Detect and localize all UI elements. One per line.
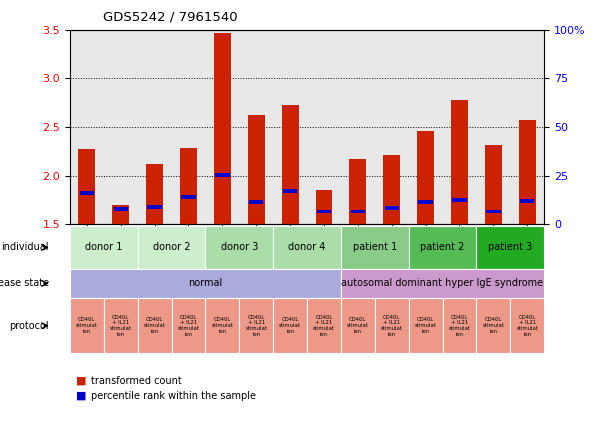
Text: CD40L
+ IL21
stimulat
ion: CD40L + IL21 stimulat ion — [381, 315, 402, 337]
Bar — [214, 33, 231, 224]
Bar — [417, 131, 434, 224]
Text: ■: ■ — [76, 390, 86, 401]
Text: percentile rank within the sample: percentile rank within the sample — [91, 390, 256, 401]
Bar — [180, 148, 197, 224]
Bar — [350, 159, 366, 224]
Bar — [112, 205, 129, 224]
Text: CD40L
stimulat
ion: CD40L stimulat ion — [76, 317, 98, 334]
Bar — [114, 207, 128, 211]
Bar — [215, 173, 230, 176]
Text: CD40L
+ IL21
stimulat
ion: CD40L + IL21 stimulat ion — [110, 315, 132, 337]
Text: transformed count: transformed count — [91, 376, 182, 386]
Text: patient 2: patient 2 — [420, 242, 465, 253]
Bar — [519, 120, 536, 224]
Bar — [283, 189, 297, 193]
Bar — [317, 210, 331, 214]
Bar — [520, 199, 534, 203]
Text: patient 3: patient 3 — [488, 242, 533, 253]
Bar — [451, 100, 468, 224]
Text: CD40L
+ IL21
stimulat
ion: CD40L + IL21 stimulat ion — [178, 315, 199, 337]
Bar — [248, 115, 264, 224]
Text: patient 1: patient 1 — [353, 242, 397, 253]
Text: individual: individual — [1, 242, 49, 253]
Text: normal: normal — [188, 278, 223, 288]
Text: CD40L
+ IL21
stimulat
ion: CD40L + IL21 stimulat ion — [516, 315, 538, 337]
Text: CD40L
+ IL21
stimulat
ion: CD40L + IL21 stimulat ion — [313, 315, 335, 337]
Bar — [147, 205, 162, 209]
Bar — [316, 190, 333, 224]
Text: CD40L
+ IL21
stimulat
ion: CD40L + IL21 stimulat ion — [245, 315, 267, 337]
Text: CD40L
stimulat
ion: CD40L stimulat ion — [279, 317, 301, 334]
Text: disease state: disease state — [0, 278, 49, 288]
Text: donor 1: donor 1 — [85, 242, 122, 253]
Bar — [418, 200, 433, 204]
Bar — [146, 164, 163, 224]
Text: CD40L
stimulat
ion: CD40L stimulat ion — [212, 317, 233, 334]
Bar — [249, 200, 263, 204]
Bar — [351, 210, 365, 214]
Bar — [181, 195, 196, 199]
Text: donor 2: donor 2 — [153, 242, 190, 253]
Bar — [452, 198, 467, 202]
Text: CD40L
stimulat
ion: CD40L stimulat ion — [482, 317, 504, 334]
Bar — [78, 149, 95, 224]
Bar — [485, 146, 502, 224]
Text: CD40L
+ IL21
stimulat
ion: CD40L + IL21 stimulat ion — [449, 315, 471, 337]
Text: protocol: protocol — [9, 321, 49, 331]
Text: CD40L
stimulat
ion: CD40L stimulat ion — [415, 317, 437, 334]
Text: donor 3: donor 3 — [221, 242, 258, 253]
Text: autosomal dominant hyper IgE syndrome: autosomal dominant hyper IgE syndrome — [342, 278, 544, 288]
Bar — [486, 210, 500, 214]
Text: CD40L
stimulat
ion: CD40L stimulat ion — [143, 317, 165, 334]
Text: GDS5242 / 7961540: GDS5242 / 7961540 — [103, 11, 238, 24]
Bar — [384, 206, 399, 210]
Bar — [80, 191, 94, 195]
Bar — [383, 155, 400, 224]
Text: ■: ■ — [76, 376, 86, 386]
Text: donor 4: donor 4 — [288, 242, 326, 253]
Bar — [282, 105, 299, 224]
Text: CD40L
stimulat
ion: CD40L stimulat ion — [347, 317, 369, 334]
